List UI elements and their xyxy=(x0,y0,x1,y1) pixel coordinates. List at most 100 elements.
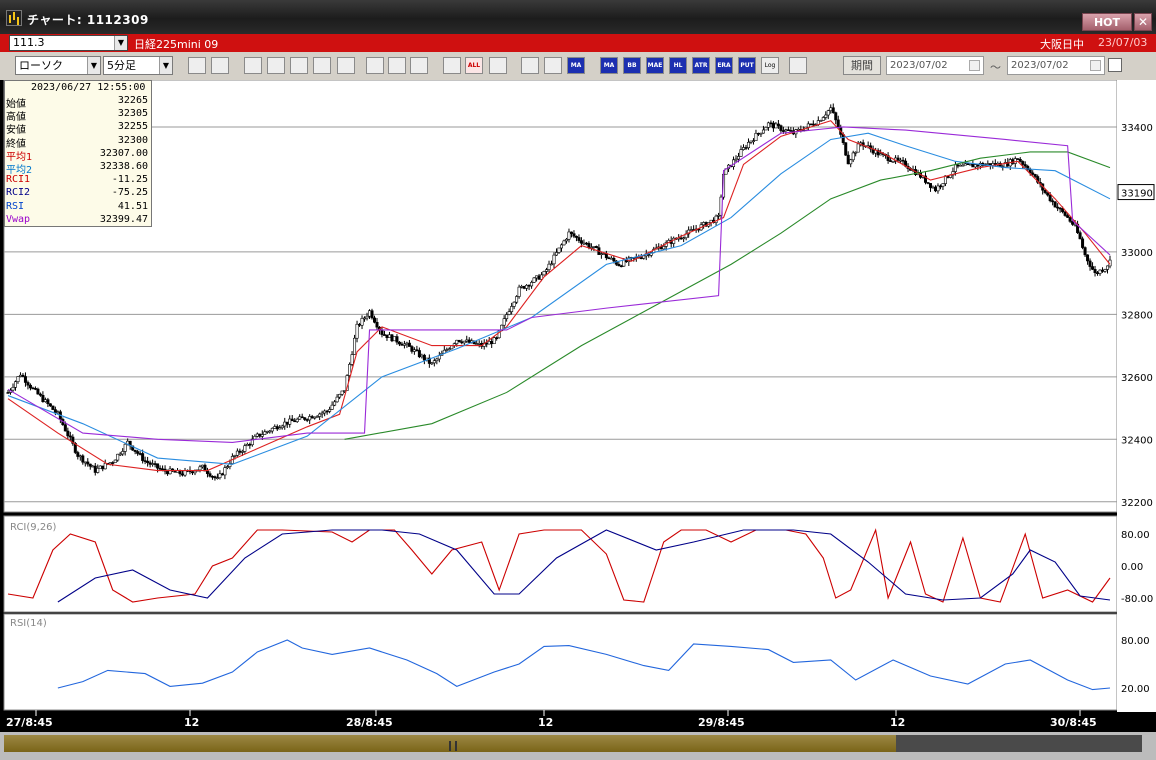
candle-down xyxy=(380,329,384,335)
candle-down xyxy=(303,417,307,420)
toolbar-put-button[interactable]: PUT xyxy=(738,57,756,74)
price-info-panel: 2023/06/27 12:55:00 始値 32265 高値 32305 安値 3225… xyxy=(4,80,152,227)
candle-up xyxy=(245,443,249,447)
candle-up xyxy=(1103,269,1107,272)
info-label: RCI2 xyxy=(6,187,31,199)
toolbar-mae-button[interactable]: MAE xyxy=(646,57,664,74)
toolbar-era-button[interactable]: ERA xyxy=(715,57,733,74)
date-from-field[interactable]: 2023/07/02 xyxy=(886,56,984,75)
candle-up xyxy=(420,354,424,358)
candle-up xyxy=(879,153,883,156)
candle-down xyxy=(153,463,157,465)
chevron-down-icon[interactable]: ▼ xyxy=(114,36,127,50)
candle-up xyxy=(517,286,521,297)
candle-down xyxy=(1066,215,1070,218)
interval-value: 5分足 xyxy=(107,59,136,72)
candle-up xyxy=(295,418,299,422)
color-icon[interactable] xyxy=(544,57,562,74)
zoom-icon[interactable] xyxy=(188,57,206,74)
candle-up xyxy=(412,349,416,352)
candle-up xyxy=(899,159,903,162)
undo-icon[interactable] xyxy=(388,57,406,74)
candle-up xyxy=(963,163,967,166)
candle-down xyxy=(594,246,598,248)
candle-up xyxy=(737,156,741,160)
candle-up xyxy=(774,123,778,129)
candle-down xyxy=(141,453,145,461)
exit-icon[interactable] xyxy=(789,57,807,74)
toolbar-hl-button[interactable]: HL xyxy=(669,57,687,74)
candle-up xyxy=(784,129,788,132)
candle-up xyxy=(83,461,87,464)
range-checkbox[interactable] xyxy=(1108,58,1122,72)
candle-up xyxy=(475,343,479,345)
candle-b-icon[interactable] xyxy=(443,57,461,74)
info-value: 41.51 xyxy=(117,200,148,212)
chevron-down-icon[interactable]: ▼ xyxy=(159,57,172,74)
candle-down xyxy=(258,433,262,437)
candle-a-icon[interactable] xyxy=(410,57,428,74)
candle-up xyxy=(958,164,962,167)
trend-line-icon[interactable] xyxy=(337,57,355,74)
bull-icon[interactable] xyxy=(244,57,262,74)
calendar-icon[interactable] xyxy=(1090,60,1101,71)
candle-up xyxy=(43,399,47,402)
candle-up xyxy=(11,387,15,391)
toolbar-atr-button[interactable]: ATR xyxy=(692,57,710,74)
candle-down xyxy=(1051,200,1055,203)
info-value: 32399.47 xyxy=(99,213,148,225)
candle-up xyxy=(751,140,755,142)
candlestick-chart[interactable]: 3220032400326003280033000331903340033190… xyxy=(0,80,1156,732)
cursor-icon[interactable] xyxy=(366,57,384,74)
toolbar-log-button[interactable]: Log xyxy=(761,57,779,74)
flag-icon[interactable] xyxy=(290,57,308,74)
symbol-code-select[interactable]: 111.3 ▼ xyxy=(9,35,128,51)
candle-up xyxy=(280,425,284,429)
candle-up xyxy=(477,343,481,345)
calendar-icon[interactable] xyxy=(969,60,980,71)
info-row: Vwap 32399.47 xyxy=(5,214,151,227)
grid-icon[interactable] xyxy=(267,57,285,74)
time-scrollbar[interactable] xyxy=(0,732,1156,760)
candle-down xyxy=(607,257,611,260)
candle-up xyxy=(343,390,347,392)
hot-button[interactable]: HOT xyxy=(1082,13,1132,31)
candle-down xyxy=(587,243,591,248)
candle-up xyxy=(113,459,117,463)
candle-up xyxy=(1106,265,1110,270)
info-value: 32265 xyxy=(117,95,148,106)
crosshair-icon[interactable] xyxy=(211,57,229,74)
date-to-field[interactable]: 2023/07/02 xyxy=(1007,56,1105,75)
candle-up xyxy=(829,107,833,111)
toolbar-ma-button[interactable]: MA xyxy=(567,57,585,74)
candle-down xyxy=(569,231,573,234)
chart-type-select[interactable]: ローソク ▼ xyxy=(15,56,101,75)
tools-icon[interactable] xyxy=(489,57,507,74)
candle-up xyxy=(1098,269,1102,274)
candle-down xyxy=(490,341,494,345)
toolbar-bb-button[interactable]: BB xyxy=(623,57,641,74)
candle-up xyxy=(749,140,753,143)
candle-up xyxy=(746,142,750,149)
candle-down xyxy=(1056,206,1060,209)
toolbar-all-button[interactable]: ALL xyxy=(465,57,483,74)
scroll-thumb[interactable] xyxy=(4,735,896,752)
candle-down xyxy=(111,462,115,464)
blank-icon[interactable] xyxy=(313,57,331,74)
toolbar-ma-button[interactable]: MA xyxy=(600,57,618,74)
interval-select[interactable]: 5分足 ▼ xyxy=(103,56,173,75)
chevron-down-icon[interactable]: ▼ xyxy=(87,57,100,74)
rsi-tick-label: 80.00 xyxy=(1121,636,1150,647)
candle-up xyxy=(936,185,940,192)
candle-up xyxy=(567,231,571,240)
candle-up xyxy=(582,242,586,245)
close-button[interactable]: ✕ xyxy=(1134,13,1152,31)
period-button[interactable]: 期間 xyxy=(843,56,881,75)
time-tick-label: 29/8:45 xyxy=(698,716,745,729)
candle-up xyxy=(335,396,339,403)
candle-up xyxy=(851,152,855,161)
info-row: 平均1 32307.00 xyxy=(5,148,151,163)
candle-down xyxy=(876,149,880,156)
brush-icon[interactable] xyxy=(521,57,539,74)
candle-down xyxy=(1088,260,1092,267)
